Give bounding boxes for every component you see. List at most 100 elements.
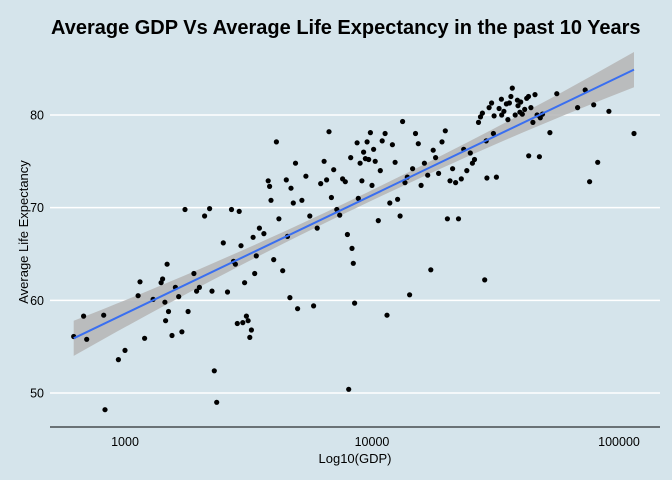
data-point-80 (346, 386, 352, 392)
y-tick-label-60: 60 (30, 294, 44, 308)
data-point-32 (224, 289, 231, 295)
data-point-99 (379, 138, 385, 144)
data-point-136 (484, 175, 490, 181)
data-point-103 (389, 142, 395, 148)
data-point-173 (469, 160, 475, 166)
data-point-78 (342, 179, 348, 185)
data-point-105 (395, 196, 401, 202)
data-point-70 (321, 158, 327, 164)
data-point-172 (537, 115, 543, 121)
data-point-95 (371, 146, 377, 152)
data-point-176 (490, 130, 496, 137)
data-point-54 (273, 139, 279, 145)
data-point-168 (631, 130, 637, 137)
data-point-112 (412, 130, 419, 137)
data-point-45 (250, 234, 256, 240)
data-point-62 (292, 160, 299, 166)
data-point-72 (326, 129, 332, 135)
x-tick-label-100000: 100000 (598, 435, 640, 449)
data-point-171 (525, 93, 532, 100)
data-point-89 (361, 149, 367, 155)
data-point-151 (522, 106, 528, 112)
data-point-82 (349, 245, 355, 251)
data-point-42 (245, 318, 251, 324)
data-point-161 (554, 91, 560, 97)
data-point-16 (165, 308, 172, 315)
data-point-63 (295, 306, 301, 312)
data-point-137 (486, 105, 492, 111)
data-point-6 (122, 347, 128, 353)
x-axis-title: Log10(GDP) (319, 451, 392, 466)
data-point-162 (575, 105, 581, 111)
data-point-88 (359, 178, 365, 184)
data-point-158 (536, 154, 543, 160)
data-point-76 (337, 212, 343, 218)
x-axis-ticks: 1000 10000 100000 (111, 435, 640, 449)
data-point-175 (499, 112, 505, 118)
data-point-4 (102, 407, 108, 413)
data-point-106 (397, 213, 403, 219)
data-point-84 (352, 300, 358, 306)
data-point-83 (350, 260, 356, 266)
data-point-48 (256, 225, 262, 231)
data-point-120 (436, 170, 442, 176)
data-point-123 (444, 216, 450, 222)
data-point-139 (491, 113, 497, 119)
data-point-85 (354, 140, 360, 146)
data-point-21 (182, 206, 188, 213)
data-point-86 (355, 195, 361, 201)
data-point-12 (160, 276, 166, 282)
data-point-100 (382, 130, 388, 137)
data-point-69 (318, 181, 324, 187)
data-point-108 (402, 180, 408, 186)
data-point-49 (261, 231, 267, 237)
data-point-29 (211, 368, 217, 374)
data-point-67 (311, 303, 317, 309)
data-point-96 (372, 158, 378, 164)
data-point-93 (367, 130, 373, 136)
data-point-154 (528, 105, 534, 111)
data-point-73 (328, 194, 334, 201)
data-point-39 (240, 320, 246, 326)
data-point-46 (252, 270, 258, 277)
data-point-179 (505, 117, 511, 123)
data-point-55 (276, 216, 282, 222)
data-point-22 (185, 308, 191, 315)
data-point-74 (331, 167, 337, 173)
data-point-23 (191, 270, 197, 277)
data-point-111 (410, 166, 416, 172)
data-point-64 (299, 197, 305, 203)
data-point-56 (280, 268, 286, 274)
data-point-126 (453, 180, 459, 186)
y-axis-title: Average Life Expectancy (16, 160, 31, 304)
data-point-122 (442, 128, 448, 134)
data-point-131 (467, 150, 473, 156)
scatter-points (71, 85, 637, 413)
data-point-65 (303, 173, 309, 179)
data-point-36 (234, 320, 240, 327)
data-point-8 (137, 279, 143, 285)
data-point-169 (508, 93, 514, 100)
data-point-71 (324, 177, 330, 183)
data-point-138 (489, 100, 495, 106)
data-point-156 (532, 92, 538, 98)
data-point-50 (265, 178, 271, 184)
data-point-155 (530, 119, 536, 125)
data-point-113 (415, 141, 421, 147)
data-point-26 (202, 213, 208, 219)
data-point-79 (344, 231, 350, 238)
data-point-19 (176, 294, 182, 300)
data-point-135 (482, 277, 488, 283)
data-point-9 (142, 335, 148, 341)
data-point-134 (479, 110, 485, 116)
data-point-57 (283, 177, 289, 183)
data-point-141 (496, 105, 502, 112)
data-point-59 (287, 295, 293, 301)
trend-line-layer (73, 68, 635, 340)
data-point-165 (591, 102, 597, 108)
data-point-142 (498, 96, 504, 102)
data-point-25 (196, 284, 202, 290)
data-point-40 (242, 280, 248, 286)
